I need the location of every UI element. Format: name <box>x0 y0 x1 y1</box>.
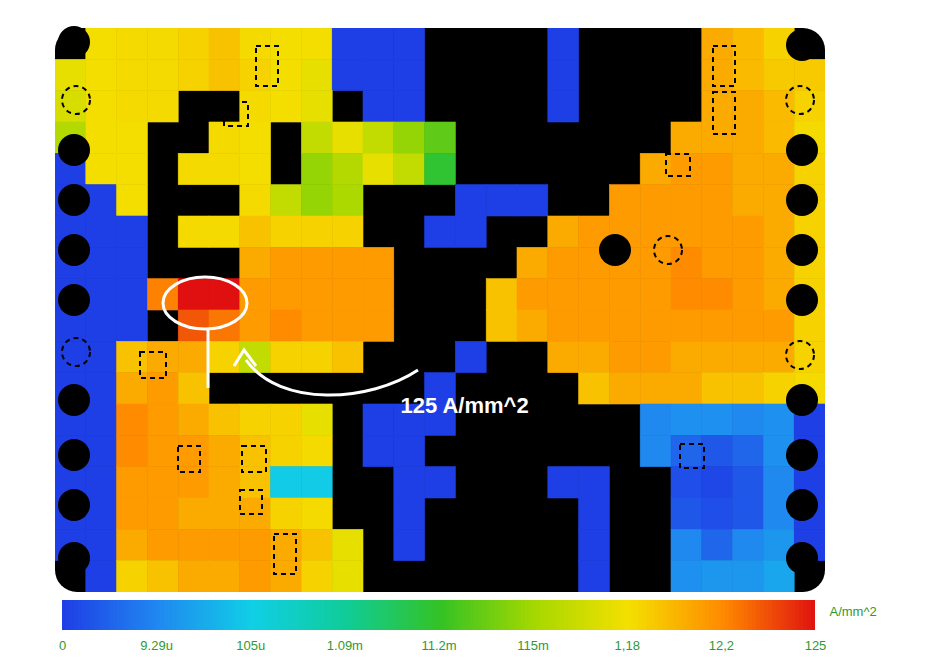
svg-text:0: 0 <box>59 638 66 653</box>
svg-text:A/mm^2: A/mm^2 <box>830 604 877 619</box>
svg-text:125 A/mm^2: 125 A/mm^2 <box>400 393 528 418</box>
svg-text:125: 125 <box>805 638 827 653</box>
svg-text:115m: 115m <box>517 638 549 653</box>
svg-text:1.09m: 1.09m <box>327 638 363 653</box>
svg-text:1,18: 1,18 <box>615 638 640 653</box>
svg-text:11.2m: 11.2m <box>421 638 456 653</box>
svg-text:9.29u: 9.29u <box>140 638 173 653</box>
svg-text:105u: 105u <box>236 638 265 653</box>
svg-text:12,2: 12,2 <box>709 638 734 653</box>
